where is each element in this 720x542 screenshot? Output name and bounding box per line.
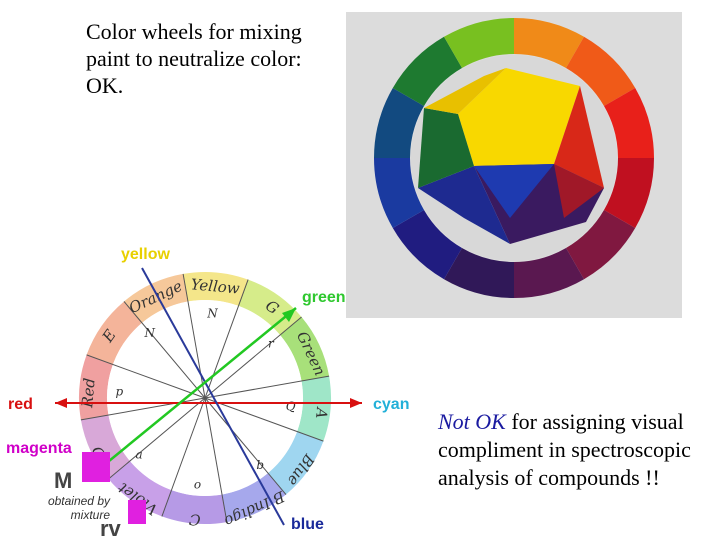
green-magenta-axis xyxy=(97,307,297,471)
wheel-sector-label: Blue xyxy=(284,450,319,489)
wheel-spoke xyxy=(123,301,206,399)
wheel-sector xyxy=(222,473,286,523)
paint-color-wheel xyxy=(346,12,682,318)
wheel-inner-letter: a xyxy=(136,447,143,461)
wheel-sector xyxy=(280,317,330,381)
rv-swatch xyxy=(128,500,146,524)
wheel-inner-letter: r xyxy=(268,337,275,351)
yellow-blue-axis xyxy=(141,267,285,526)
wheel-inner-letter: N xyxy=(143,326,155,340)
wheel-inner-letter: p xyxy=(115,385,123,399)
wheel-spoke xyxy=(161,397,206,517)
wheel-sectors xyxy=(78,272,331,524)
wheel-sector xyxy=(297,376,331,442)
wheel-spoke xyxy=(108,397,206,480)
wheel-sector xyxy=(78,354,113,420)
wheel-inner-letter: o xyxy=(194,478,201,492)
wheel-spoke xyxy=(204,375,330,399)
wheel-spoke xyxy=(204,279,249,399)
wheel-sector-label: C xyxy=(188,510,202,529)
wheel-sector xyxy=(267,431,324,495)
wheel-spoke xyxy=(86,354,206,399)
wheel-inner-letter: Q xyxy=(286,399,296,413)
wheel-sector-label: Red xyxy=(78,377,99,409)
mixture-text: obtained by mixture xyxy=(47,494,110,522)
magenta-swatch xyxy=(82,452,110,482)
wheel-sector-label: Orange xyxy=(126,277,185,317)
wheel-sector-label: Yellow xyxy=(190,275,240,297)
label-blue: blue xyxy=(291,516,324,533)
not-ok-note: Not OK for assigning visual compliment i… xyxy=(438,408,698,492)
label-magenta: magenta xyxy=(6,440,72,457)
wheel-sector-label: G xyxy=(262,296,282,318)
slide-title: Color wheels for mixing paint to neutral… xyxy=(86,19,302,98)
wheel-spoke xyxy=(204,397,324,442)
wheel-sector xyxy=(183,272,249,306)
note-emphasis: Not OK xyxy=(438,409,506,434)
wheel-spoke xyxy=(80,397,206,421)
wheel-sector-label: E xyxy=(98,326,120,346)
wheel-inner-letter: N xyxy=(206,306,218,320)
wheel-sector xyxy=(124,273,188,323)
wheel-sector xyxy=(86,301,143,365)
mixture-rv-letter: rv xyxy=(100,516,121,541)
wheel-sector-label: B Indigo xyxy=(221,487,288,531)
wheel-sector-label: Green xyxy=(293,329,329,379)
label-yellow: yellow xyxy=(121,246,170,263)
wheel-sector xyxy=(238,279,302,336)
label-cyan: cyan xyxy=(373,396,410,413)
label-green: green xyxy=(302,289,346,306)
wheel-spoke xyxy=(204,397,287,495)
mixture-m-letter: M xyxy=(54,468,73,493)
wheel-sector-label: A xyxy=(312,405,331,420)
wheel-inner-letter: b xyxy=(256,458,264,472)
wheel-spoke xyxy=(204,316,302,399)
wheel-sector xyxy=(161,490,227,524)
wheel-spoke xyxy=(182,273,206,399)
wheel-spoke xyxy=(204,397,228,523)
note-text: for assigning visual compliment in spect… xyxy=(438,409,691,490)
label-red: red xyxy=(8,396,33,413)
